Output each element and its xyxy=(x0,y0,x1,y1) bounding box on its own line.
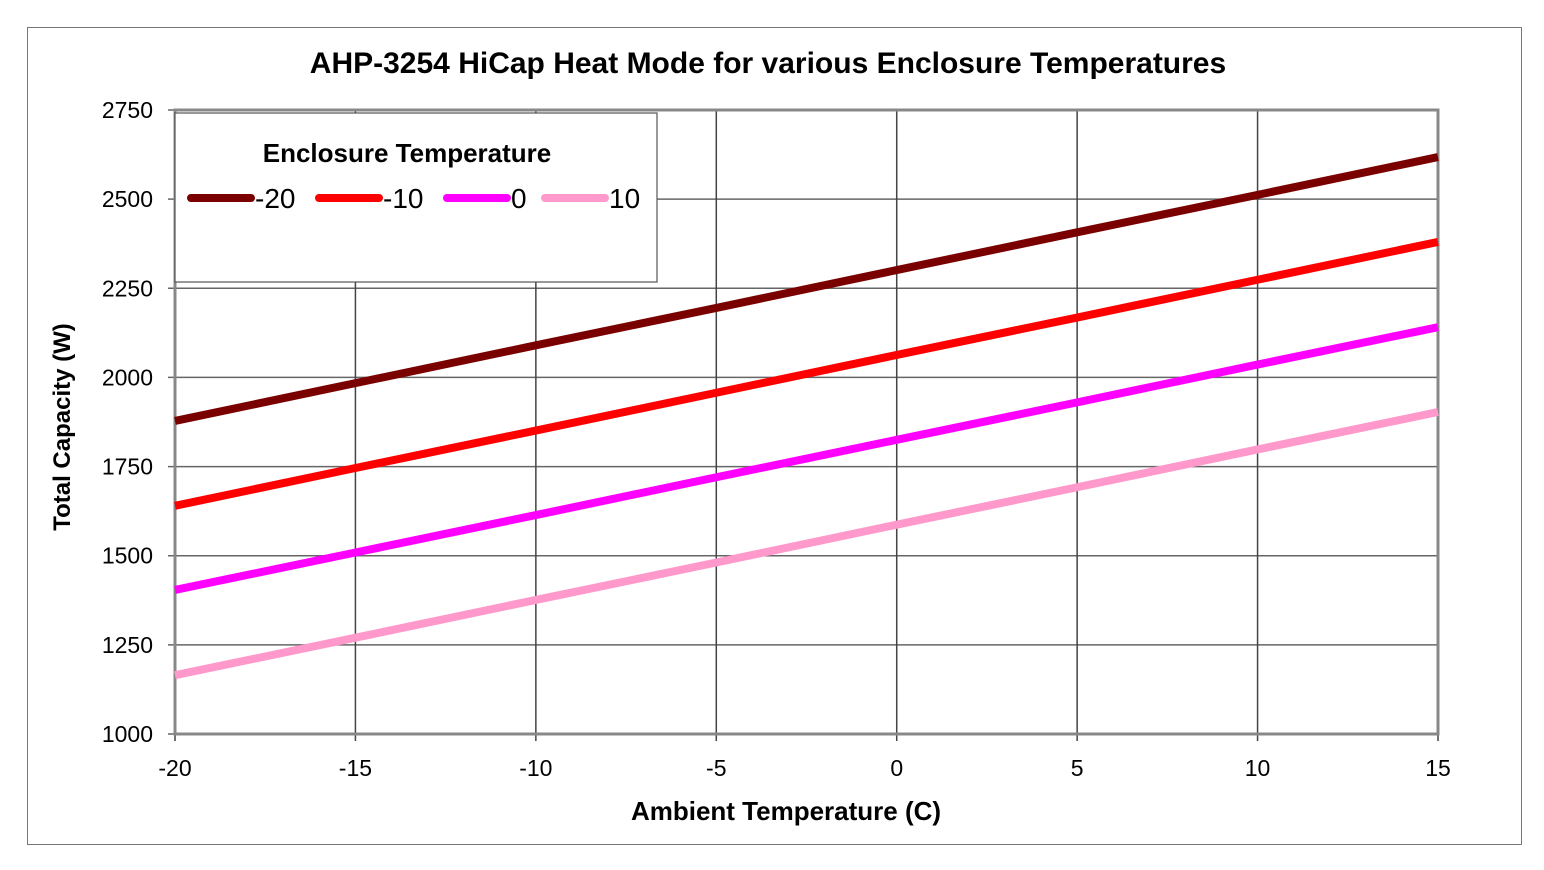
x-tick-label: 15 xyxy=(1425,755,1451,781)
y-tick-label: 2750 xyxy=(102,97,153,123)
x-tick-label: 10 xyxy=(1245,755,1271,781)
chart-frame xyxy=(27,27,1522,845)
legend-label--20: -20 xyxy=(255,183,295,214)
y-tick-label: 2500 xyxy=(102,186,153,212)
legend-label--10: -10 xyxy=(383,183,423,214)
y-tick-label: 1250 xyxy=(102,632,153,658)
y-tick-label: 1500 xyxy=(102,543,153,569)
x-axis-label: Ambient Temperature (C) xyxy=(631,796,941,826)
series-line-0 xyxy=(174,323,1439,594)
legend-label-0: 0 xyxy=(511,183,527,214)
y-tick-label: 1750 xyxy=(102,454,153,480)
y-tick-label: 1000 xyxy=(102,721,153,747)
y-axis-label: Total Capacity (W) xyxy=(49,323,76,531)
legend-title: Enclosure Temperature xyxy=(263,138,552,168)
y-tick-label: 2000 xyxy=(102,364,153,390)
x-tick-label: -15 xyxy=(339,755,372,781)
x-tick-label: -20 xyxy=(158,755,191,781)
series-line--10 xyxy=(174,238,1439,510)
x-tick-label: 0 xyxy=(890,755,903,781)
x-tick-label: -5 xyxy=(706,755,726,781)
x-tick-label: 5 xyxy=(1071,755,1084,781)
legend-label-10: 10 xyxy=(609,183,640,214)
series-line-10 xyxy=(174,408,1439,680)
plot-area xyxy=(173,108,1440,736)
y-tick-label: 2250 xyxy=(102,275,153,301)
x-tick-label: -10 xyxy=(519,755,552,781)
series-line--20 xyxy=(174,153,1439,425)
chart-title: AHP-3254 HiCap Heat Mode for various Enc… xyxy=(310,47,1226,80)
